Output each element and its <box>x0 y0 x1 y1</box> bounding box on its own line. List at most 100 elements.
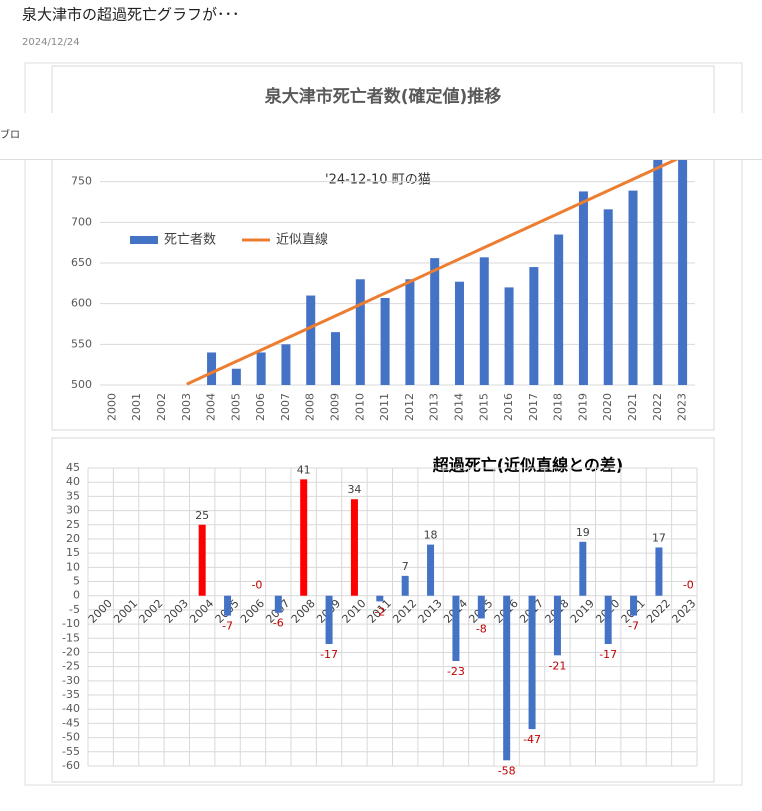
x-tick-label: 2021 <box>626 393 639 421</box>
bar <box>528 595 536 730</box>
value-label: -23 <box>447 665 465 678</box>
y-tick-label: 35 <box>66 489 80 502</box>
x-tick-label: 2016 <box>502 393 515 421</box>
y-tick-label: 700 <box>71 215 92 228</box>
y-tick-label: -10 <box>62 617 80 630</box>
y-tick-label: 20 <box>66 532 80 545</box>
bar <box>325 595 333 644</box>
value-label: 17 <box>652 531 666 544</box>
bar <box>306 295 316 385</box>
x-tick-label: 2001 <box>130 393 143 421</box>
bar <box>256 352 266 385</box>
y-tick-label: -55 <box>62 745 80 758</box>
x-tick-label: 2004 <box>205 393 218 421</box>
bar <box>300 479 308 596</box>
chart-title: 泉大津市死亡者数(確定値)推移 <box>264 86 502 107</box>
bar <box>224 595 232 616</box>
value-label: -8 <box>476 622 487 635</box>
y-tick-label: 600 <box>71 297 92 310</box>
x-tick-label: 2014 <box>452 393 465 421</box>
bar <box>198 524 206 596</box>
x-tick-label: 2007 <box>279 393 292 421</box>
legend-key <box>130 236 158 244</box>
value-label: 41 <box>297 463 311 476</box>
bar <box>630 595 638 616</box>
bar <box>504 287 514 385</box>
bar <box>604 595 612 644</box>
bar <box>427 544 435 596</box>
post-date: 2024/12/24 <box>22 37 80 48</box>
bar <box>529 267 539 385</box>
bar <box>355 279 365 385</box>
x-tick-label: 2019 <box>576 393 589 421</box>
value-label: -2 <box>374 605 385 618</box>
y-tick-label: 30 <box>66 504 80 517</box>
x-tick-label: 2017 <box>527 393 540 421</box>
x-tick-label: 2010 <box>353 393 366 421</box>
bar <box>653 149 663 385</box>
bar <box>430 258 440 385</box>
x-tick-label: 2003 <box>180 393 193 421</box>
bar <box>274 595 282 613</box>
x-tick-label: 2015 <box>477 393 490 421</box>
bar <box>350 499 358 596</box>
y-tick-label: 550 <box>71 337 92 350</box>
y-tick-label: -40 <box>62 702 80 715</box>
post-title: 泉大津市の超過死亡グラフが･･･ <box>22 6 240 24</box>
y-tick-label: 10 <box>66 560 80 573</box>
trend-line <box>186 155 684 386</box>
value-label: 18 <box>424 529 438 542</box>
value-label: 25 <box>195 509 209 522</box>
x-tick-label: 2006 <box>254 393 267 421</box>
x-tick-label: 2020 <box>601 393 614 421</box>
y-tick-label: -30 <box>62 674 80 687</box>
x-tick-label: 2009 <box>329 393 342 421</box>
y-tick-label: 5 <box>73 575 80 588</box>
bar <box>477 595 485 619</box>
y-tick-label: 25 <box>66 518 80 531</box>
bar <box>231 368 241 385</box>
y-tick-label: 45 <box>66 461 80 474</box>
value-label: -17 <box>599 648 617 661</box>
annotation: '24-12-10 町の猫 <box>325 173 431 188</box>
bar <box>376 595 384 602</box>
bar <box>628 190 638 385</box>
x-tick-label: 2002 <box>155 393 168 421</box>
value-label: -7 <box>222 620 233 633</box>
value-label: -0 <box>251 579 262 592</box>
y-tick-label: -60 <box>62 759 80 772</box>
y-tick-label: -20 <box>62 645 80 658</box>
bar <box>553 595 561 656</box>
value-label: 34 <box>347 483 361 496</box>
bar <box>578 191 588 385</box>
x-tick-label: 2013 <box>428 393 441 421</box>
bar <box>380 297 390 385</box>
value-label: -21 <box>548 659 566 672</box>
y-tick-label: 650 <box>71 256 92 269</box>
bar <box>655 547 663 596</box>
bar <box>401 575 409 596</box>
x-tick-label: 2008 <box>304 393 317 421</box>
x-tick-label: 2018 <box>552 393 565 421</box>
y-tick-label: 15 <box>66 546 80 559</box>
y-tick-label: 500 <box>71 378 92 391</box>
chart-title: 超過死亡(近似直線との差) <box>432 456 623 475</box>
y-tick-label: -50 <box>62 731 80 744</box>
x-tick-label: 2023 <box>676 393 689 421</box>
y-tick-label: 0 <box>73 589 80 602</box>
y-tick-label: -35 <box>62 688 80 701</box>
x-tick-label: 2000 <box>105 393 118 421</box>
y-tick-label: -5 <box>69 603 80 616</box>
x-tick-label: 2022 <box>651 393 664 421</box>
bar <box>405 279 415 385</box>
x-tick-label: 2005 <box>229 393 242 421</box>
value-label: 19 <box>576 526 590 539</box>
bar <box>503 595 511 761</box>
bar <box>331 332 341 385</box>
bar <box>603 209 613 385</box>
overlay-bar: ブロ <box>0 113 762 160</box>
value-label: -47 <box>523 733 541 746</box>
value-label: -7 <box>628 620 639 633</box>
